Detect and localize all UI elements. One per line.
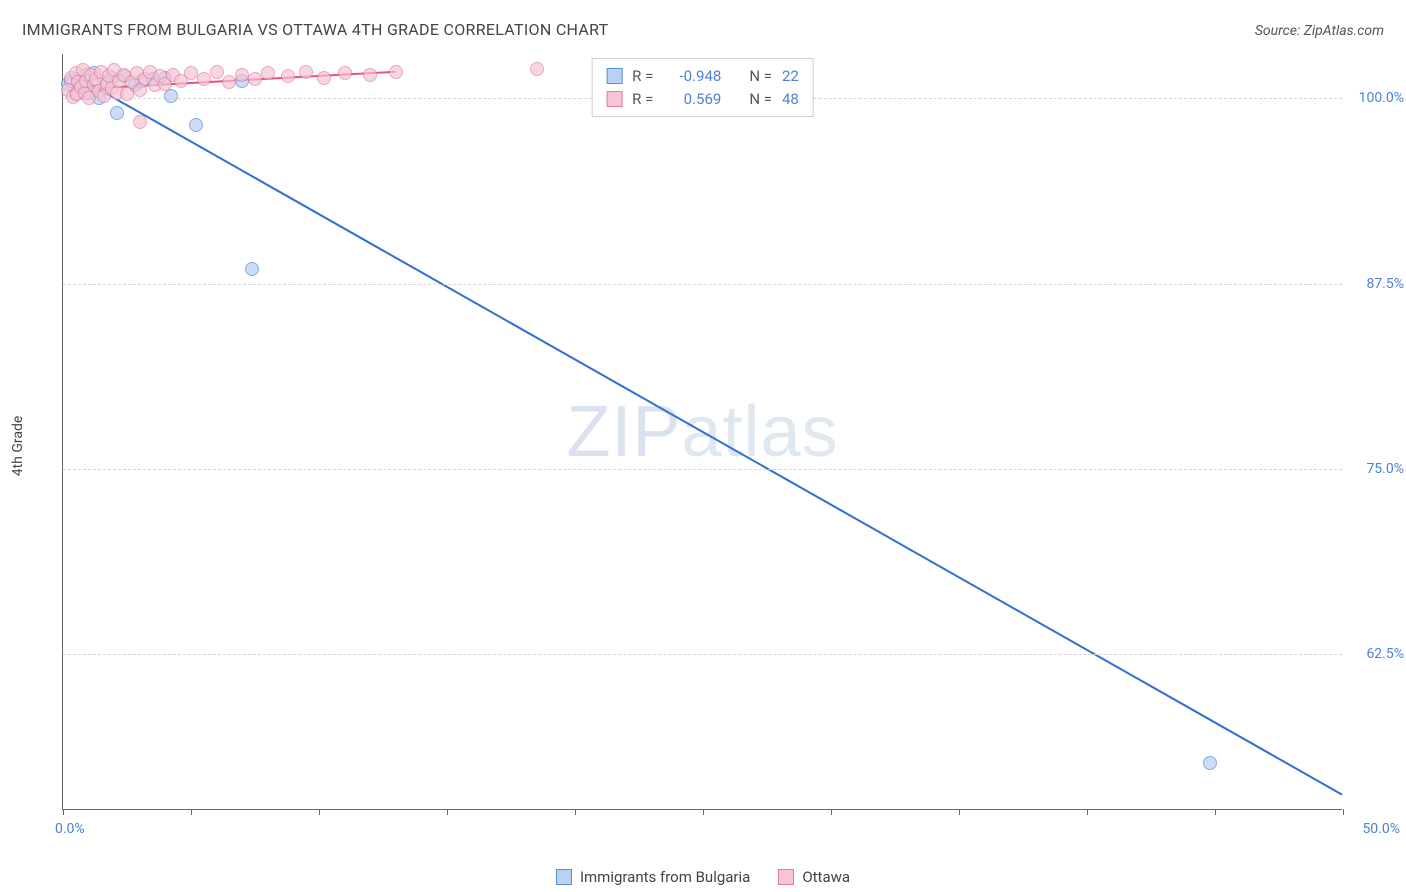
legend-swatch bbox=[556, 869, 572, 885]
r-label: R = bbox=[632, 65, 653, 88]
r-label: R = bbox=[632, 88, 653, 111]
gridline bbox=[63, 284, 1342, 285]
data-point-bulgaria bbox=[110, 106, 124, 120]
data-point-ottawa bbox=[363, 68, 377, 82]
legend-item-bulgaria: Immigrants from Bulgaria bbox=[556, 868, 750, 886]
x-tick bbox=[63, 809, 64, 815]
plot-area: ZIPatlas 62.5%75.0%87.5%100.0%0.0%50.0% … bbox=[62, 54, 1342, 810]
source-attribution: Source: ZipAtlas.com bbox=[1255, 23, 1384, 39]
y-tick-label: 62.5% bbox=[1348, 646, 1404, 662]
plot-layer: 62.5%75.0%87.5%100.0%0.0%50.0% bbox=[63, 54, 1342, 809]
series-legend: Immigrants from Bulgaria Ottawa bbox=[556, 868, 850, 886]
n-value: 48 bbox=[782, 88, 799, 111]
legend-swatch bbox=[606, 68, 622, 84]
stats-legend: R = -0.948 N = 22 R = 0.569 N = 48 bbox=[591, 58, 814, 117]
data-point-bulgaria bbox=[245, 262, 259, 276]
data-point-ottawa bbox=[222, 75, 236, 89]
x-tick bbox=[831, 809, 832, 815]
x-tick bbox=[703, 809, 704, 815]
y-tick-label: 100.0% bbox=[1348, 90, 1404, 106]
x-tick bbox=[191, 809, 192, 815]
stats-row-bulgaria: R = -0.948 N = 22 bbox=[606, 65, 799, 88]
gridline bbox=[63, 469, 1342, 470]
data-point-ottawa bbox=[338, 66, 352, 80]
n-label: N = bbox=[749, 88, 772, 111]
x-tick bbox=[1343, 809, 1344, 815]
x-tick bbox=[319, 809, 320, 815]
legend-label: Ottawa bbox=[802, 868, 850, 886]
x-tick bbox=[959, 809, 960, 815]
data-point-ottawa bbox=[281, 69, 295, 83]
stats-row-ottawa: R = 0.569 N = 48 bbox=[606, 88, 799, 111]
data-point-bulgaria bbox=[1203, 756, 1217, 770]
data-point-bulgaria bbox=[189, 118, 203, 132]
data-point-ottawa bbox=[317, 71, 331, 85]
legend-swatch bbox=[606, 91, 622, 107]
chart-header: IMMIGRANTS FROM BULGARIA VS OTTAWA 4TH G… bbox=[22, 20, 1384, 39]
legend-swatch bbox=[778, 869, 794, 885]
data-point-ottawa bbox=[261, 66, 275, 80]
n-label: N = bbox=[749, 65, 772, 88]
chart-title: IMMIGRANTS FROM BULGARIA VS OTTAWA 4TH G… bbox=[22, 20, 609, 39]
source-prefix: Source: bbox=[1255, 23, 1304, 39]
data-point-ottawa bbox=[389, 65, 403, 79]
x-tick bbox=[1087, 809, 1088, 815]
n-value: 22 bbox=[782, 65, 799, 88]
r-value: -0.948 bbox=[663, 65, 721, 88]
legend-label: Immigrants from Bulgaria bbox=[580, 868, 750, 886]
trend-lines-layer bbox=[63, 54, 1342, 809]
data-point-ottawa bbox=[133, 115, 147, 129]
data-point-ottawa bbox=[530, 62, 544, 76]
x-tick-label: 50.0% bbox=[1362, 821, 1400, 837]
legend-item-ottawa: Ottawa bbox=[778, 868, 850, 886]
trend-line-bulgaria bbox=[76, 76, 1342, 794]
x-tick-label: 0.0% bbox=[55, 821, 85, 837]
source-name: ZipAtlas.com bbox=[1304, 23, 1384, 39]
y-tick-label: 75.0% bbox=[1348, 461, 1404, 477]
x-tick bbox=[575, 809, 576, 815]
data-point-ottawa bbox=[210, 65, 224, 79]
data-point-ottawa bbox=[197, 72, 211, 86]
gridline bbox=[63, 654, 1342, 655]
y-axis-title: 4th Grade bbox=[10, 416, 26, 477]
x-tick bbox=[447, 809, 448, 815]
y-tick-label: 87.5% bbox=[1348, 276, 1404, 292]
x-tick bbox=[1215, 809, 1216, 815]
data-point-ottawa bbox=[299, 65, 313, 79]
r-value: 0.569 bbox=[663, 88, 721, 111]
